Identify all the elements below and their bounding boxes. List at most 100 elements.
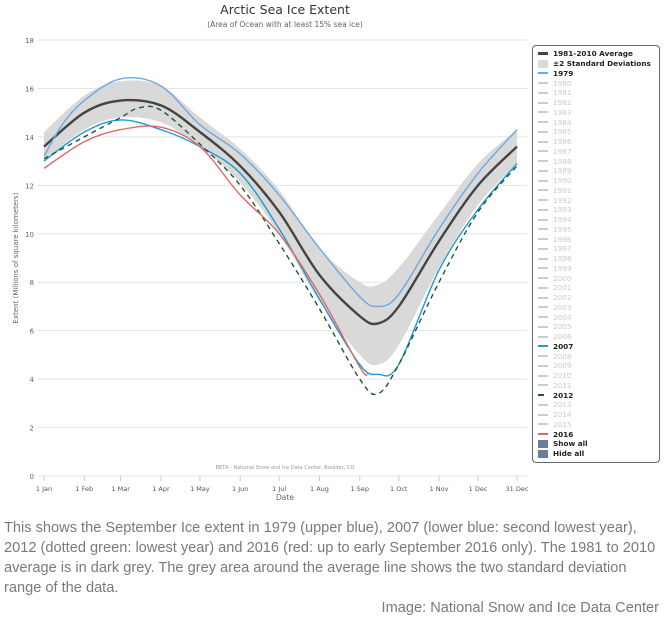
legend-item-2010[interactable]: 2010 [538, 371, 654, 381]
y-tick-label: 8 [30, 279, 34, 287]
legend-item-2012[interactable]: 2012 [538, 390, 654, 400]
line-swatch [538, 384, 548, 387]
legend: 1981-2010 Average ±2 Standard Deviations… [532, 45, 660, 463]
legend-item-1991[interactable]: 1991 [538, 186, 654, 196]
legend-item-2002[interactable]: 2002 [538, 293, 654, 303]
legend-item-2014[interactable]: 2014 [538, 410, 654, 420]
x-tick-label: 1 Oct [390, 485, 408, 493]
y-tick-label: 16 [25, 85, 34, 93]
legend-item-1979[interactable]: 1979 [538, 69, 654, 79]
legend-item-band[interactable]: ±2 Standard Deviations [538, 59, 654, 69]
legend-label: 2012 [553, 390, 574, 400]
x-tick-label: 1 May [190, 485, 210, 493]
legend-item-2016[interactable]: 2016 [538, 429, 654, 439]
legend-item-2005[interactable]: 2005 [538, 322, 654, 332]
legend-label: 2014 [553, 410, 572, 420]
legend-item-1999[interactable]: 1999 [538, 264, 654, 274]
legend-item-1984[interactable]: 1984 [538, 117, 654, 127]
x-axis-label: Date [276, 493, 294, 502]
legend-item-2011[interactable]: 2011 [538, 381, 654, 391]
line-swatch [538, 228, 548, 231]
legend-item-2015[interactable]: 2015 [538, 420, 654, 430]
legend-item-1987[interactable]: 1987 [538, 147, 654, 157]
line-swatch [538, 169, 548, 172]
x-tick-label: 1 Nov [430, 485, 449, 493]
hide-all-button[interactable]: Hide all [538, 449, 654, 459]
legend-label: 1983 [553, 107, 572, 117]
legend-label: 2016 [553, 429, 574, 439]
y-axis-label: Extent (Millions of square kilometers) [12, 192, 20, 323]
legend-label: 2002 [553, 293, 572, 303]
button-label: Hide all [553, 449, 585, 459]
line-swatch [538, 413, 548, 416]
legend-label: 2011 [553, 380, 572, 390]
legend-label: 1997 [553, 244, 572, 254]
series-line-1979 [43, 77, 518, 308]
legend-item-average[interactable]: 1981-2010 Average [538, 49, 654, 59]
x-tick-label: 1 Jun [232, 485, 248, 493]
legend-item-1998[interactable]: 1998 [538, 254, 654, 264]
legend-item-1988[interactable]: 1988 [538, 156, 654, 166]
line-swatch [538, 208, 548, 211]
legend-label: 1993 [553, 205, 572, 215]
legend-item-1993[interactable]: 1993 [538, 205, 654, 215]
legend-label: 2009 [553, 361, 572, 371]
line-swatch [538, 306, 548, 309]
line-swatch [538, 247, 548, 250]
legend-label: 2013 [553, 400, 572, 410]
series-line-2016 [43, 125, 369, 376]
legend-item-2007[interactable]: 2007 [538, 342, 654, 352]
legend-item-2003[interactable]: 2003 [538, 303, 654, 313]
y-tick-label: 4 [30, 376, 35, 384]
legend-item-1995[interactable]: 1995 [538, 225, 654, 235]
legend-label: 1998 [553, 254, 572, 264]
legend-item-1990[interactable]: 1990 [538, 176, 654, 186]
legend-item-1986[interactable]: 1986 [538, 137, 654, 147]
legend-item-1981[interactable]: 1981 [538, 88, 654, 98]
legend-item-1997[interactable]: 1997 [538, 244, 654, 254]
legend-item-1992[interactable]: 1992 [538, 195, 654, 205]
line-swatch [538, 257, 548, 260]
button-label: Show all [553, 439, 588, 449]
legend-item-2013[interactable]: 2013 [538, 400, 654, 410]
legend-item-2008[interactable]: 2008 [538, 351, 654, 361]
line-swatch [538, 355, 548, 358]
x-tick-label: 1 Apr [152, 485, 170, 493]
legend-item-1982[interactable]: 1982 [538, 98, 654, 108]
line-swatch [538, 189, 548, 192]
caption: This shows the September Ice extent in 1… [4, 520, 656, 596]
y-tick-label: 6 [30, 328, 35, 336]
legend-item-2009[interactable]: 2009 [538, 361, 654, 371]
line-swatch [538, 218, 548, 221]
line-swatch [538, 345, 548, 348]
legend-label: 2001 [553, 283, 572, 293]
line-swatch [538, 160, 548, 163]
legend-item-2004[interactable]: 2004 [538, 312, 654, 322]
line-swatch [538, 403, 548, 406]
series-line-2007 [43, 119, 518, 377]
legend-label: 1986 [553, 137, 572, 147]
legend-item-1985[interactable]: 1985 [538, 127, 654, 137]
legend-label: 1994 [553, 215, 572, 225]
legend-item-1983[interactable]: 1983 [538, 108, 654, 118]
legend-label: 1992 [553, 195, 572, 205]
legend-label: 2003 [553, 302, 572, 312]
line-swatch [538, 150, 548, 153]
line-swatch [538, 277, 548, 280]
legend-item-2001[interactable]: 2001 [538, 283, 654, 293]
legend-label: 1999 [553, 263, 572, 273]
legend-item-1989[interactable]: 1989 [538, 166, 654, 176]
show-all-button[interactable]: Show all [538, 439, 654, 449]
legend-label: 1984 [553, 117, 572, 127]
line-swatch [538, 423, 548, 426]
button-swatch [538, 449, 548, 458]
line-swatch [538, 374, 548, 377]
legend-item-2000[interactable]: 2000 [538, 273, 654, 283]
legend-label: 1981 [553, 88, 572, 98]
legend-item-1996[interactable]: 1996 [538, 234, 654, 244]
legend-label: 2006 [553, 332, 572, 342]
legend-item-2006[interactable]: 2006 [538, 332, 654, 342]
legend-item-1994[interactable]: 1994 [538, 215, 654, 225]
legend-item-1980[interactable]: 1980 [538, 78, 654, 88]
line-swatch [538, 296, 548, 299]
